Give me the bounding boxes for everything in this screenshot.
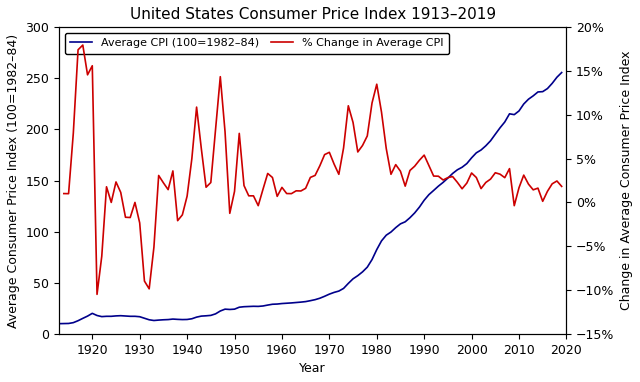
% Change in Average CPI [392,162,399,167]
% Change in Average CPI [79,43,86,47]
% Change in Average CPI [501,175,509,180]
Average CPI (100=1982–84) [411,210,419,215]
X-axis label: Year: Year [300,362,326,375]
Title: United States Consumer Price Index 1913–2019: United States Consumer Price Index 1913–… [130,7,496,22]
% Change in Average CPI [74,47,82,52]
Average CPI (100=1982–84) [435,184,442,188]
Y-axis label: Average Consumer Price Index (100=1982–84): Average Consumer Price Index (100=1982–8… [7,34,20,328]
% Change in Average CPI [93,292,101,297]
Line: Average CPI (100=1982–84): Average CPI (100=1982–84) [59,73,562,324]
% Change in Average CPI [411,164,419,168]
% Change in Average CPI [558,184,566,189]
Line: % Change in Average CPI: % Change in Average CPI [64,45,562,295]
% Change in Average CPI [358,143,366,148]
Legend: Average CPI (100=1982–84), % Change in Average CPI: Average CPI (100=1982–84), % Change in A… [65,33,449,54]
% Change in Average CPI [364,134,371,138]
% Change in Average CPI [60,191,68,196]
Average CPI (100=1982–84) [55,321,63,326]
Y-axis label: Change in Average Consumer Price Index: Change in Average Consumer Price Index [620,51,633,310]
Average CPI (100=1982–84) [207,313,214,318]
Average CPI (100=1982–84) [525,97,532,102]
Average CPI (100=1982–84) [558,70,566,75]
Average CPI (100=1982–84) [501,120,509,124]
Average CPI (100=1982–84) [458,165,466,170]
